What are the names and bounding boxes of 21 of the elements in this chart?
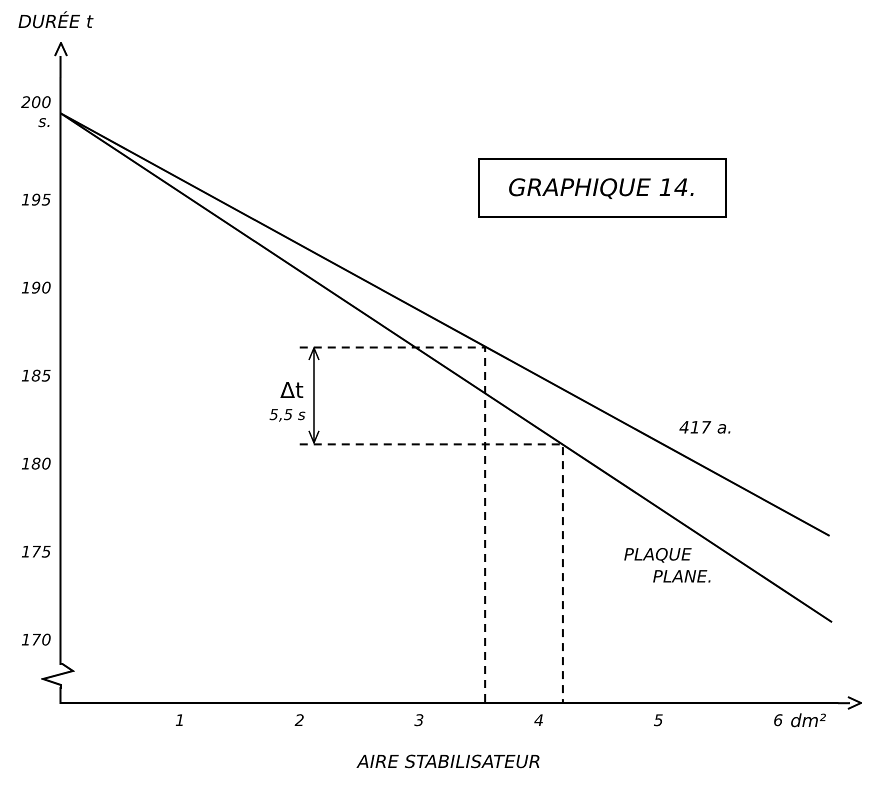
y-tick-label: 175 bbox=[20, 542, 52, 562]
y-axis-title: DURÉE t bbox=[18, 12, 94, 33]
x-tick-label: 1 bbox=[175, 710, 186, 730]
x-tick-label: 6 bbox=[773, 710, 784, 730]
series-label: 417 a. bbox=[678, 418, 733, 438]
x-tick-label: 2 bbox=[294, 710, 305, 730]
y-tick-label: 200 s. bbox=[20, 92, 52, 131]
x-tick-label: 4 bbox=[534, 710, 544, 730]
y-tick-label: 180 bbox=[20, 454, 52, 474]
x-tick-label: 5 bbox=[653, 710, 664, 730]
y-tick-label: 170 bbox=[20, 630, 52, 650]
text: GRAPHIQUE 14. bbox=[478, 158, 727, 218]
y-tick-label: 190 bbox=[20, 278, 52, 298]
series-label: PLAQUE PLANE. bbox=[624, 545, 713, 588]
annotation: 5,5 s bbox=[269, 406, 306, 424]
x-axis-title: AIRE STABILISATEUR bbox=[356, 752, 542, 773]
annotation: Δt bbox=[280, 378, 304, 404]
text: dm² bbox=[790, 711, 826, 732]
y-tick-label: 185 bbox=[20, 366, 52, 386]
y-tick-label: 195 bbox=[20, 190, 52, 210]
x-tick-label: 3 bbox=[414, 710, 424, 730]
